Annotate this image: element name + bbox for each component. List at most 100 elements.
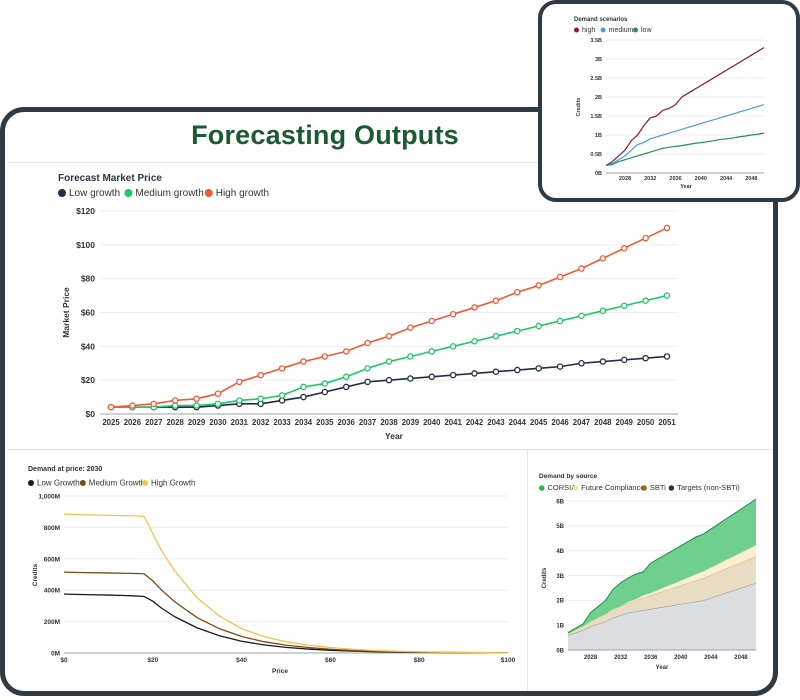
price-x-tick-8: 2033 bbox=[273, 418, 291, 427]
price-x-tick-21: 2046 bbox=[551, 418, 569, 427]
dap-x-tick-1: $20 bbox=[147, 657, 158, 664]
scn-y-tick-4: 2B bbox=[595, 95, 602, 101]
source-y-tick-5: 5B bbox=[556, 524, 564, 530]
scn-y-tick-7: 3.5B bbox=[590, 38, 602, 44]
source-legend-marker-3 bbox=[668, 485, 675, 491]
price-series-2-point-12 bbox=[364, 339, 371, 347]
source-area-3 bbox=[568, 582, 756, 650]
price-series-2-point-5 bbox=[214, 390, 222, 397]
dap-legend-label-0: Low Growth bbox=[37, 478, 80, 487]
source-area-0 bbox=[568, 499, 756, 634]
dap-x-tick-4: $80 bbox=[414, 657, 425, 664]
price-series-2-point-25 bbox=[642, 234, 649, 242]
scn-legend-label-0: high bbox=[582, 27, 595, 34]
dap-x-tick-5: $100 bbox=[501, 657, 516, 664]
scn-x-axis-label: Year bbox=[680, 184, 692, 190]
price-y-tick-4: $80 bbox=[81, 274, 95, 284]
source-legend-label-0: CORSIA bbox=[548, 483, 577, 492]
source-y-tick-4: 4B bbox=[556, 549, 564, 555]
dap-legend-marker-2 bbox=[142, 480, 149, 486]
price-series-2-point-2 bbox=[150, 400, 158, 408]
dap-legend-label-2: High Growth bbox=[151, 478, 195, 487]
price-series-0-point-19 bbox=[514, 366, 521, 374]
price-series-2-point-26 bbox=[663, 224, 671, 232]
price-x-tick-19: 2044 bbox=[509, 418, 527, 427]
price-series-2-point-3 bbox=[171, 397, 179, 404]
price-series-2-point-6 bbox=[236, 378, 243, 386]
price-y-tick-1: $20 bbox=[81, 375, 95, 385]
dap-y-axis-label: Credits bbox=[32, 563, 39, 586]
dap-x-tick-3: $60 bbox=[325, 657, 336, 664]
price-series-0-point-17 bbox=[471, 370, 478, 377]
price-x-tick-3: 2028 bbox=[166, 418, 184, 427]
price-x-tick-24: 2049 bbox=[616, 418, 634, 427]
scn-x-tick-5: 2048 bbox=[745, 176, 757, 182]
demand-scenarios-chart: Demand scenarios high medium low 0B 0.5B 1B 1.5… bbox=[574, 17, 765, 190]
price-series-1-point-4 bbox=[193, 402, 200, 409]
scn-legend-marker-1 bbox=[600, 27, 606, 33]
dap-y-tick-2: 400M bbox=[44, 588, 60, 595]
scn-y-tick-1: 0.5B bbox=[590, 152, 602, 158]
price-x-tick-12: 2037 bbox=[359, 418, 376, 427]
price-x-tick-20: 2045 bbox=[530, 418, 548, 427]
dap-legend-label-1: Medium Growth bbox=[89, 478, 145, 487]
price-series-0-point-13 bbox=[385, 376, 393, 384]
price-series-0-point-24 bbox=[620, 356, 628, 364]
dap-y-tick-4: 800M bbox=[44, 525, 60, 532]
price-series-1-point-25 bbox=[642, 297, 649, 304]
source-x-tick-2: 2036 bbox=[644, 655, 658, 661]
price-series-1-point-26 bbox=[663, 292, 671, 299]
source-x-axis-label: Year bbox=[656, 665, 669, 671]
price-series-1-point-11 bbox=[342, 373, 350, 381]
price-series-0-point-18 bbox=[492, 368, 500, 375]
price-series-2-point-21 bbox=[556, 273, 564, 281]
price-series-1-point-19 bbox=[514, 327, 521, 335]
scn-series-line-0 bbox=[605, 47, 765, 166]
dap-y-tick-1: 200M bbox=[44, 619, 60, 626]
scn-x-tick-1: 2032 bbox=[644, 176, 656, 182]
price-series-2-point-0 bbox=[107, 403, 115, 411]
price-series-2-point-10 bbox=[321, 353, 329, 360]
price-series-2-point-4 bbox=[193, 395, 200, 403]
source-x-tick-4: 2044 bbox=[704, 655, 718, 661]
price-legend-label-1: Medium growth bbox=[135, 188, 203, 199]
scn-legend-marker-2 bbox=[633, 27, 638, 33]
price-x-tick-18: 2043 bbox=[487, 418, 505, 427]
price-series-1-point-24 bbox=[620, 302, 628, 309]
source-x-tick-1: 2032 bbox=[614, 655, 628, 661]
price-series-2-point-14 bbox=[407, 324, 414, 331]
source-y-tick-2: 2B bbox=[556, 599, 564, 605]
price-series-1-point-14 bbox=[407, 353, 414, 360]
price-y-tick-5: $100 bbox=[76, 240, 95, 250]
price-y-tick-6: $120 bbox=[76, 206, 95, 216]
scn-legend-marker-0 bbox=[574, 27, 579, 33]
price-x-tick-23: 2048 bbox=[594, 418, 612, 427]
price-series-0-point-14 bbox=[407, 375, 414, 382]
price-series-0-point-22 bbox=[578, 359, 585, 367]
price-y-tick-2: $40 bbox=[81, 341, 95, 351]
price-x-tick-13: 2038 bbox=[380, 418, 398, 427]
price-legend-marker-2 bbox=[204, 189, 213, 197]
price-legend-marker-0 bbox=[58, 189, 66, 197]
price-x-tick-5: 2030 bbox=[209, 418, 227, 427]
price-x-tick-25: 2050 bbox=[637, 418, 655, 427]
price-series-1-point-12 bbox=[364, 365, 371, 372]
scn-y-axis-label: Credits bbox=[576, 98, 582, 117]
price-series-0-point-23 bbox=[599, 358, 607, 365]
price-series-2-point-18 bbox=[492, 297, 500, 304]
price-series-2-point-13 bbox=[385, 332, 393, 340]
price-x-tick-14: 2039 bbox=[402, 418, 420, 427]
scn-legend-label-1: medium bbox=[609, 27, 634, 34]
scn-y-tick-0: 0B bbox=[595, 171, 602, 177]
price-series-1-point-9 bbox=[300, 383, 307, 391]
price-x-tick-17: 2042 bbox=[466, 418, 484, 427]
price-series-1-point-7 bbox=[257, 395, 264, 403]
price-x-tick-2: 2027 bbox=[145, 418, 162, 427]
price-y-tick-3: $60 bbox=[81, 308, 95, 318]
scn-series-line-1 bbox=[605, 104, 765, 166]
scn-series-line-2 bbox=[605, 132, 765, 166]
page-title: Forecasting Outputs bbox=[191, 120, 459, 150]
source-legend-marker-2 bbox=[641, 485, 647, 491]
price-y-tick-0: $0 bbox=[86, 409, 96, 419]
